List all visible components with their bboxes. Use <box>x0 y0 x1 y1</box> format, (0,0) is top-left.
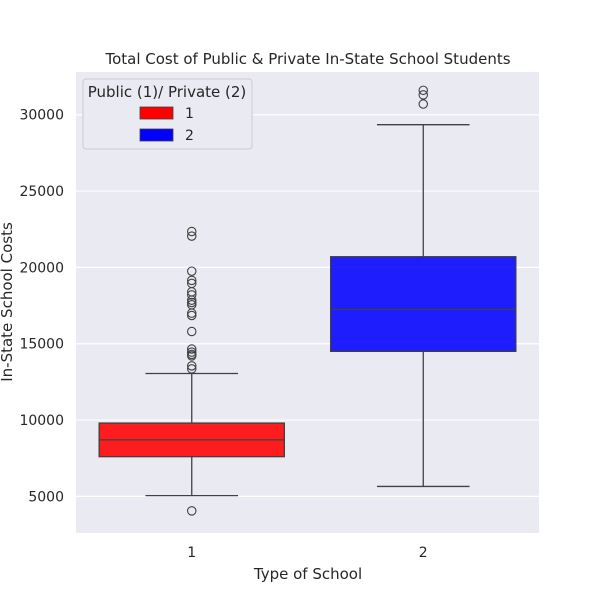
grid-lines <box>76 114 539 497</box>
outlier-point <box>187 290 197 300</box>
outlier-point <box>187 226 197 237</box>
outlier-point <box>187 278 197 289</box>
outlier-point <box>418 90 428 100</box>
y-tick-label: 5000 <box>28 489 64 505</box>
legend-label-private: 2 <box>185 128 194 144</box>
chart-title: Total Cost of Public & Private In-State … <box>104 50 510 68</box>
outlier-point <box>187 364 197 374</box>
outlier-point <box>187 326 197 337</box>
y-tick-label: 15000 <box>19 337 64 353</box>
y-axis-label: In-State School Costs <box>0 222 16 382</box>
legend-swatch-public <box>139 106 174 120</box>
y-tick-label: 10000 <box>19 413 64 429</box>
outlier-point <box>187 310 197 321</box>
outlier-point <box>187 347 197 357</box>
box-body <box>329 256 517 352</box>
outlier-point <box>187 506 197 516</box>
y-tick-labels: 5000 10000 15000 20000 25000 30000 <box>19 108 64 506</box>
legend-swatch-private <box>139 128 174 142</box>
box-2 <box>329 85 517 488</box>
x-axis-label: Type of School <box>253 565 362 583</box>
outlier-point <box>418 99 428 109</box>
x-tick-label: 2 <box>419 545 428 561</box>
y-tick-label: 30000 <box>19 108 64 124</box>
outlier-point <box>187 275 197 286</box>
outlier-point <box>187 349 197 360</box>
legend: Public (1)/ Private (2) 1 2 <box>82 78 253 150</box>
outlier-point <box>187 231 197 241</box>
boxes-group <box>98 85 517 516</box>
outlier-point <box>187 361 197 371</box>
outlier-point <box>187 266 197 276</box>
outlier-point <box>187 300 197 310</box>
box-1 <box>98 226 285 516</box>
y-tick-label: 25000 <box>19 184 64 200</box>
legend-title: Public (1)/ Private (2) <box>88 83 247 101</box>
outlier-point <box>187 344 197 354</box>
y-tick-label: 20000 <box>19 260 64 276</box>
legend-label-public: 1 <box>185 106 194 122</box>
outlier-point <box>418 85 428 96</box>
x-tick-label: 1 <box>187 545 196 561</box>
outlier-point <box>187 297 197 308</box>
